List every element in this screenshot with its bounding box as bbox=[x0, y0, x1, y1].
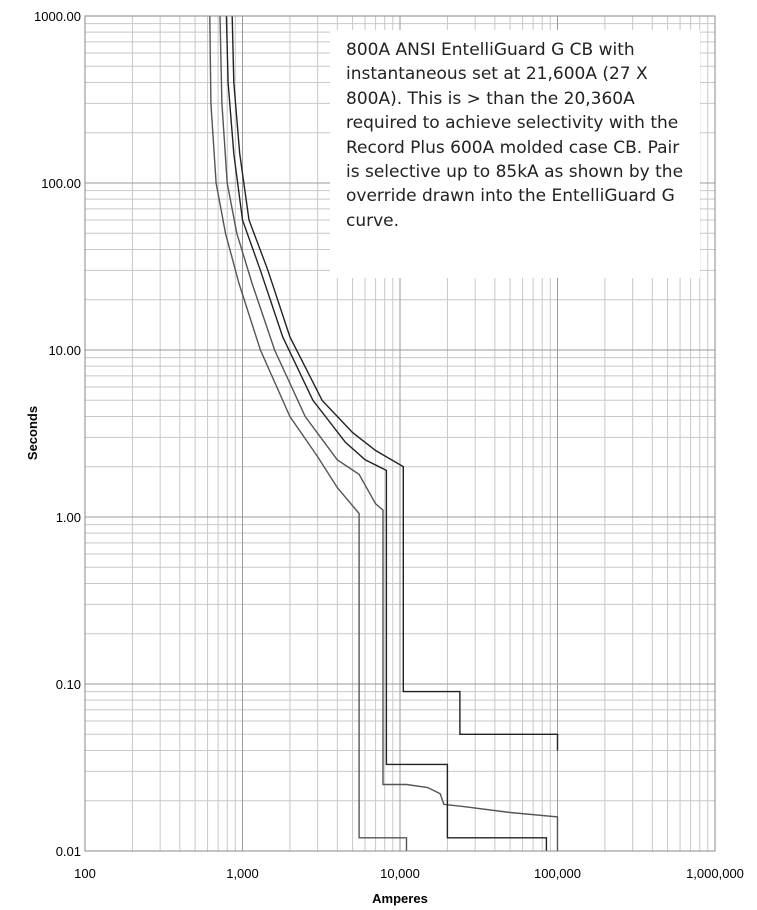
y-tick-label: 1.00 bbox=[56, 510, 81, 525]
y-tick-label: 0.01 bbox=[56, 844, 81, 859]
x-tick-label: 1,000 bbox=[226, 866, 259, 881]
x-tick-label: 1,000,000 bbox=[686, 866, 744, 881]
y-tick-label: 1000.00 bbox=[34, 9, 81, 24]
x-axis-title: Amperes bbox=[372, 891, 428, 906]
trip-curve-1 bbox=[209, 15, 408, 851]
annotation-box: 800A ANSI EntelliGuard G CB with instant… bbox=[330, 30, 700, 278]
x-tick-label: 100,000 bbox=[534, 866, 581, 881]
trip-curve-2 bbox=[219, 15, 559, 851]
x-tick-labels: 100 1,000 10,000 100,000 1,000,000 bbox=[74, 866, 744, 881]
trip-curve-3 bbox=[225, 15, 548, 851]
plot-frame bbox=[84, 15, 716, 852]
x-tick-label: 10,000 bbox=[380, 866, 420, 881]
y-tick-labels: 0.01 0.10 1.00 10.00 100.00 1000.00 bbox=[34, 9, 81, 859]
y-tick-label: 0.10 bbox=[56, 677, 81, 692]
curves bbox=[209, 15, 559, 851]
trip-curve-4 bbox=[231, 15, 559, 751]
x-tick-label: 100 bbox=[74, 866, 96, 881]
y-axis-title: Seconds bbox=[25, 406, 40, 460]
y-tick-label: 100.00 bbox=[41, 176, 81, 191]
y-tick-label: 10.00 bbox=[48, 343, 81, 358]
